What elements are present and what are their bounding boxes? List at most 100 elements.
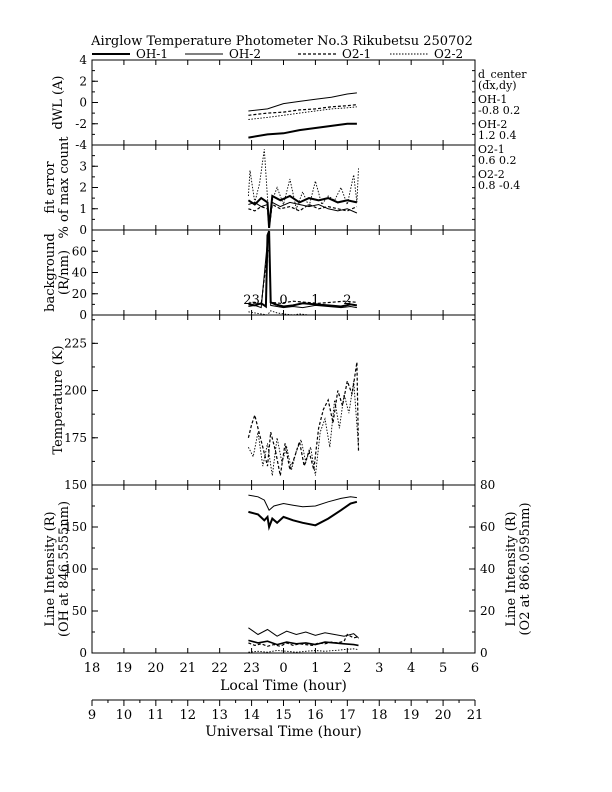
y-tick-label: 225 xyxy=(64,336,87,350)
local-time-tick-label: 5 xyxy=(439,661,447,676)
y-tick-label: 0 xyxy=(79,223,87,237)
local-time-tick-label: 22 xyxy=(211,661,228,676)
y-tick-label: 0 xyxy=(79,646,87,660)
series-o2-2 xyxy=(248,106,357,120)
ut-tick-label: 14 xyxy=(243,708,260,723)
y-tick-label: 0 xyxy=(79,308,87,322)
series-oh-1 xyxy=(247,194,358,228)
ut-tick-label: 11 xyxy=(148,708,165,723)
y-tick-label: 2 xyxy=(79,181,87,195)
series-oh-2-low- xyxy=(248,627,359,639)
ut-tick-label: 12 xyxy=(179,708,196,723)
local-time-tick-label: 3 xyxy=(375,661,383,676)
series-oh-2 xyxy=(248,237,357,309)
ut-tick-label: 18 xyxy=(371,708,388,723)
y-tick-label: 40 xyxy=(72,266,87,280)
ut-tick-label: 19 xyxy=(403,708,420,723)
ut-axis-label: Universal Time (hour) xyxy=(205,724,362,740)
local-time-tick-label: 4 xyxy=(407,661,415,676)
series-o2-2 xyxy=(247,149,359,224)
d-center-annotation: d_center(dx,dy)OH-1-0.8 0.2OH-21.2 0.4O2… xyxy=(478,68,527,192)
d-center-name: O2-1 xyxy=(478,143,505,156)
d-center-value: -0.8 0.2 xyxy=(478,104,520,117)
y2-tick-label: 80 xyxy=(480,478,495,492)
overlay-tick-label: 1 xyxy=(311,293,319,308)
y-tick-label: 3 xyxy=(79,159,87,173)
ut-tick-label: 17 xyxy=(339,708,356,723)
y2-tick-label: 0 xyxy=(480,646,488,660)
series-o2-2 xyxy=(248,648,359,653)
legend-label: OH-1 xyxy=(136,47,168,61)
ut-tick-label: 16 xyxy=(307,708,324,723)
local-time-tick-label: 18 xyxy=(84,661,101,676)
y-tick-label: 60 xyxy=(72,244,87,258)
d-center-name: OH-1 xyxy=(478,93,507,106)
y2-axis-label-2: (O2 at 866.0595nm) xyxy=(518,502,533,635)
local-time-tick-label: 6 xyxy=(471,661,479,676)
chart-title: Airglow Temperature Photometer No.3 Riku… xyxy=(90,34,473,49)
ut-tick-label: 21 xyxy=(467,708,484,723)
y-tick-label: 50 xyxy=(72,604,87,618)
local-time-axis-label: Local Time (hour) xyxy=(220,678,347,694)
y2-tick-label: 60 xyxy=(480,520,495,534)
d-center-value: 0.6 0.2 xyxy=(478,154,516,167)
y-tick-label: 0 xyxy=(79,96,87,110)
panel-2: 0 1 2 3 fit error% of max count xyxy=(43,136,476,239)
local-time-tick-label: 23 xyxy=(243,661,260,676)
series-oh-1 xyxy=(248,122,357,139)
y-axis-label: dWL (A) xyxy=(51,76,66,130)
y-axis-label: Temperature (K) xyxy=(51,345,66,454)
series-oh-2 xyxy=(248,92,357,112)
y-tick-label: 100 xyxy=(64,562,87,576)
series-oh-2 xyxy=(248,201,358,226)
y-tick-label: 2 xyxy=(79,74,87,88)
d-center-value: 1.2 0.4 xyxy=(478,129,516,142)
y-axis-label: background xyxy=(43,233,58,312)
overlay-tick-label: 23 xyxy=(243,293,260,308)
d-center-name: OH-2 xyxy=(478,118,507,131)
local-time-tick-label: 1 xyxy=(311,661,319,676)
local-time-tick-label: 19 xyxy=(116,661,133,676)
y-axis-label-2: (R/nm) xyxy=(57,250,72,295)
series-oh-1 xyxy=(248,500,358,531)
legend-label: OH-2 xyxy=(229,47,261,61)
series-oh-1 xyxy=(248,230,358,309)
legend-label: O2-2 xyxy=(434,47,463,61)
overlay-tick-label: 0 xyxy=(279,293,287,308)
y-tick-label: 175 xyxy=(64,431,87,445)
ut-tick-label: 20 xyxy=(435,708,452,723)
y-tick-label: -4 xyxy=(75,138,87,152)
ut-tick-label: 9 xyxy=(88,708,96,723)
overlay-tick-label: 2 xyxy=(343,293,351,308)
y-tick-label: 4 xyxy=(79,53,87,67)
series-o2-2 xyxy=(247,381,359,476)
series-o2-2 xyxy=(248,310,310,315)
d-center-value: 0.8 -0.4 xyxy=(478,179,520,192)
y-tick-label: 150 xyxy=(64,520,87,534)
d-center-name: O2-2 xyxy=(478,168,505,181)
panel-frame xyxy=(91,144,476,231)
y-tick-label: 150 xyxy=(64,478,87,492)
x-axes: 18 19 20 21 22 23 0 1 2 3 4 5 6 Local Time (hour) 9 10 1… xyxy=(84,661,484,740)
y-axis-label: fit error xyxy=(43,161,58,214)
y-axis-label-2: % of max count xyxy=(57,136,72,239)
y-axis-label-2: (OH at 846.5555nm) xyxy=(57,501,72,637)
series-oh-1-low- xyxy=(248,639,359,647)
local-time-tick-label: 20 xyxy=(148,661,165,676)
ut-tick-label: 10 xyxy=(116,708,133,723)
panel-frame xyxy=(91,314,476,486)
local-time-tick-label: 0 xyxy=(279,661,287,676)
y2-tick-label: 40 xyxy=(480,562,495,576)
ut-tick-label: 13 xyxy=(211,708,228,723)
legend: OH-1 OH-2 O2-1 O2-2 xyxy=(92,47,463,61)
y-tick-label: 1 xyxy=(79,202,87,216)
series-o2-1 xyxy=(248,104,357,116)
y2-tick-label: 20 xyxy=(480,604,495,618)
local-time-tick-label: 21 xyxy=(179,661,196,676)
panel-1: -4 -2 0 2 4 dWL (A) xyxy=(51,53,476,152)
